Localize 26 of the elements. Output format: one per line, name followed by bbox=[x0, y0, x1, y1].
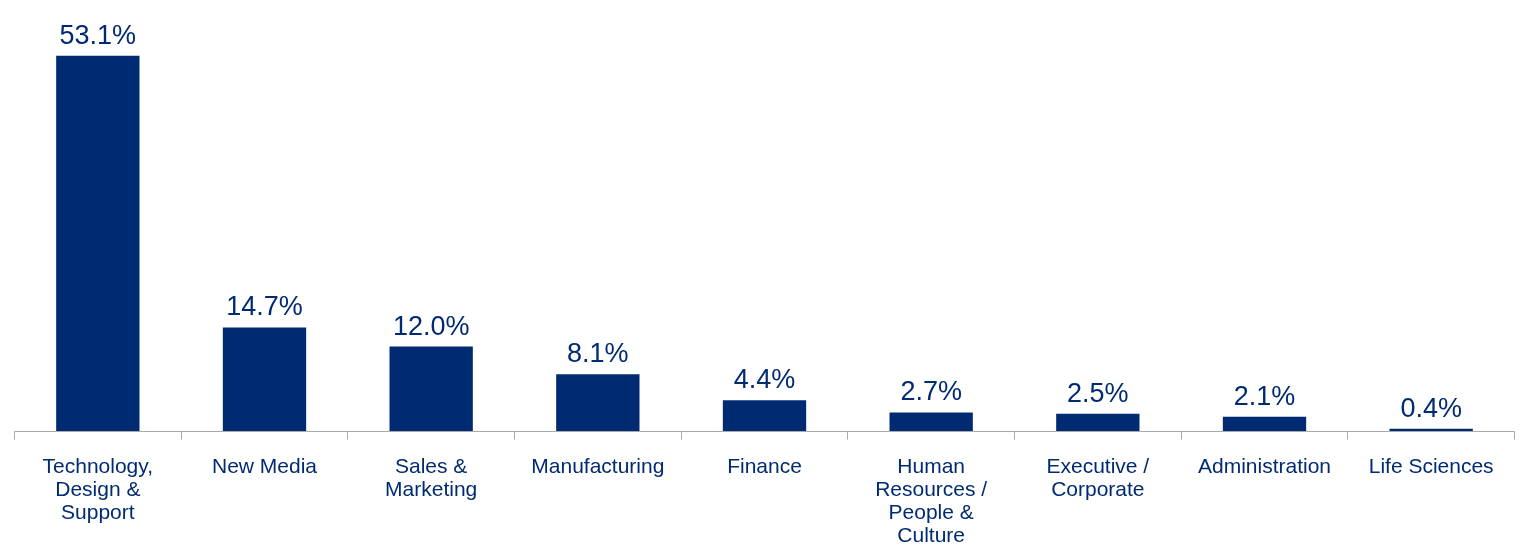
x-tick-label: Sales & Marketing bbox=[385, 453, 478, 500]
bar bbox=[1222, 416, 1307, 432]
x-tick-label: New Media bbox=[211, 453, 318, 477]
x-tick-label: Administration bbox=[1197, 453, 1332, 477]
x-tick-label: Manufacturing bbox=[531, 453, 665, 477]
bar bbox=[889, 412, 973, 432]
x-tick-label: Life Sciences bbox=[1368, 453, 1494, 477]
bar bbox=[556, 374, 640, 432]
bar bbox=[722, 400, 807, 432]
bar bbox=[222, 327, 307, 432]
data-label: 2.7% bbox=[900, 376, 962, 407]
data-label: 2.5% bbox=[1067, 377, 1129, 408]
data-label: 12.0% bbox=[392, 310, 470, 341]
data-label: 4.4% bbox=[733, 364, 796, 395]
x-tick-label: Finance bbox=[727, 453, 802, 477]
x-tick-label: Executive / Corporate bbox=[1046, 453, 1150, 500]
bar bbox=[389, 346, 473, 432]
bar bbox=[1056, 413, 1140, 432]
data-label: 14.7% bbox=[226, 291, 303, 322]
data-label: 8.1% bbox=[567, 338, 629, 369]
x-tick-label: Human Resources / People & Culture bbox=[875, 453, 988, 546]
data-label: 2.1% bbox=[1233, 380, 1296, 411]
data-label: 0.4% bbox=[1400, 392, 1462, 423]
data-label: 53.1% bbox=[59, 19, 137, 50]
bar bbox=[56, 55, 140, 432]
x-tick-label: Technology, Design & Support bbox=[42, 453, 154, 523]
